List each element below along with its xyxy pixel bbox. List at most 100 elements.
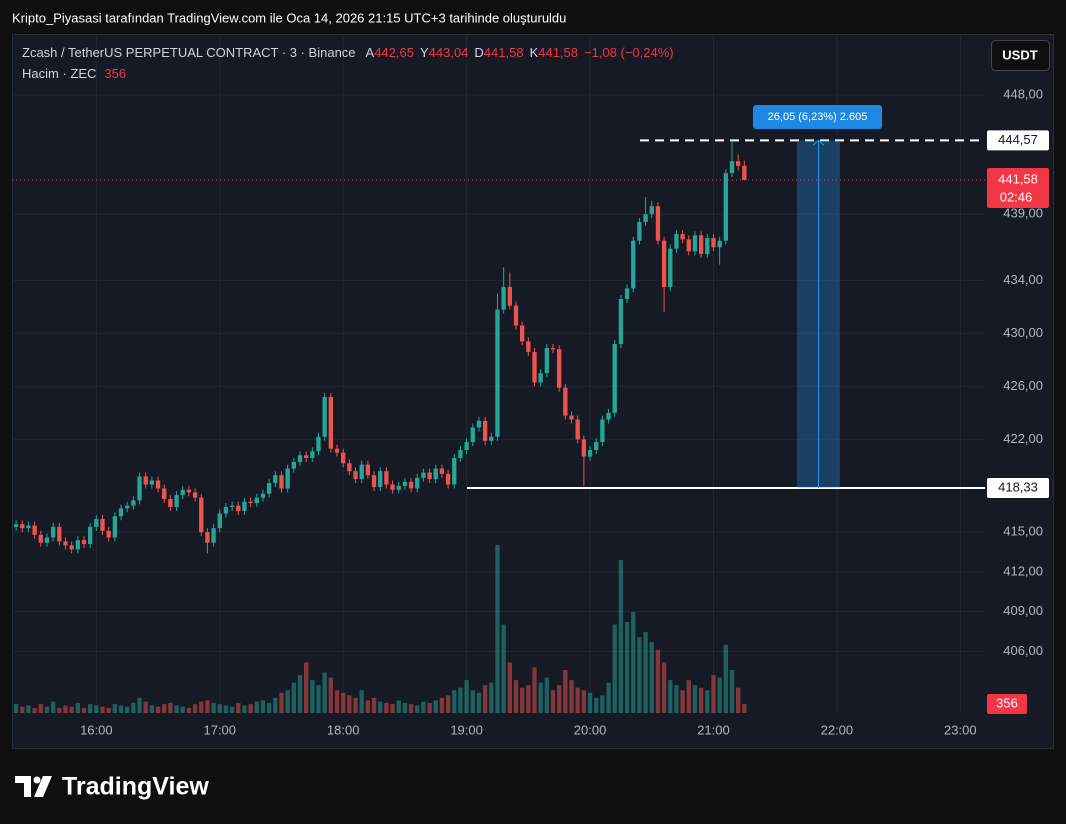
volume-bar xyxy=(507,662,512,713)
legend-change: −1,08 (−0,24%) xyxy=(584,45,674,60)
volume-bar xyxy=(680,690,685,713)
logo-dot xyxy=(33,776,41,784)
candle-body xyxy=(538,373,543,383)
volume-bar xyxy=(661,662,667,713)
volume-bar xyxy=(544,677,550,713)
volume-bar xyxy=(575,687,580,713)
candle-body xyxy=(439,468,445,474)
candle-body xyxy=(649,206,654,215)
candle-body xyxy=(519,325,525,342)
candle-body xyxy=(162,488,167,500)
candle-body xyxy=(618,298,624,345)
volume-bar xyxy=(310,680,315,713)
price-tag xyxy=(987,478,1049,499)
candle-body xyxy=(279,475,284,489)
volume-bar xyxy=(686,680,691,713)
candle-body xyxy=(341,452,346,464)
volume-bar xyxy=(205,700,210,713)
volume-bar xyxy=(458,687,463,713)
currency-label[interactable]: USDT xyxy=(1002,47,1037,62)
volume-bar xyxy=(20,706,25,713)
candle-body xyxy=(88,526,93,545)
candles xyxy=(13,140,747,554)
volume-bar xyxy=(427,702,432,713)
volume-bar xyxy=(248,704,253,713)
candle-body xyxy=(118,508,124,517)
candle-body xyxy=(112,516,118,538)
candle-body xyxy=(236,505,241,511)
volume-bar xyxy=(513,680,519,713)
candle-body xyxy=(643,214,648,223)
candle-body xyxy=(304,455,309,458)
candle-body xyxy=(192,492,198,498)
candle-body xyxy=(38,534,43,543)
volume-bar xyxy=(594,697,599,713)
candle-body xyxy=(291,461,296,469)
candle-body xyxy=(205,532,210,543)
volume-bar xyxy=(501,624,506,713)
volume-bar xyxy=(63,705,68,713)
volume-bar xyxy=(489,682,494,713)
volume-bar xyxy=(304,662,309,713)
volume-bar xyxy=(557,685,562,713)
candle-body xyxy=(285,468,290,489)
volume-bar xyxy=(341,692,346,713)
volume-bar xyxy=(390,704,395,713)
candle-body xyxy=(94,518,99,527)
candle-body xyxy=(248,501,253,504)
candle-body xyxy=(594,442,599,451)
y-tick-label: 422,00 xyxy=(1003,431,1043,446)
volume-bar xyxy=(106,707,111,713)
volume-layer xyxy=(13,544,747,713)
volume-bar xyxy=(322,672,327,713)
candle-body xyxy=(63,541,68,546)
candle-body xyxy=(581,439,587,457)
x-tick-label: 16:00 xyxy=(80,722,113,737)
volume-bar xyxy=(711,675,716,713)
volume-bar xyxy=(402,702,408,713)
candle-body xyxy=(415,477,420,489)
candle-body xyxy=(149,480,155,485)
candle-body xyxy=(174,495,179,507)
candle-body xyxy=(563,387,568,416)
volume-bar xyxy=(131,702,136,713)
volume-bar xyxy=(371,697,377,713)
candle-body xyxy=(470,427,475,443)
volume-bar xyxy=(705,690,710,713)
candle-body xyxy=(550,347,556,350)
pane xyxy=(12,34,1054,749)
symbol: Zcash / TetherUS PERPETUAL CONTRACT · 3 … xyxy=(22,45,356,60)
candle-body xyxy=(242,501,247,511)
measure-arrowhead xyxy=(812,139,825,146)
candle-body xyxy=(532,351,537,383)
candle-body xyxy=(81,540,87,545)
volume-bar xyxy=(168,702,173,713)
volume-bar xyxy=(75,702,80,713)
candle-body xyxy=(575,419,580,440)
volume-bar xyxy=(452,690,457,713)
candle-body xyxy=(482,420,488,441)
volume-bar xyxy=(482,685,488,713)
legend-value: 441,58 xyxy=(538,45,578,60)
candle-body xyxy=(544,347,550,374)
candle-body xyxy=(199,497,204,533)
volume-bar xyxy=(624,621,630,713)
volume-bar xyxy=(297,675,303,713)
caption: Kripto_Piyasasi tarafından TradingView.c… xyxy=(12,10,566,25)
volume-bar xyxy=(112,704,118,713)
currency-button[interactable] xyxy=(991,40,1050,71)
candle-body xyxy=(396,485,401,490)
volume-bar xyxy=(26,705,31,713)
legend-key: D xyxy=(474,45,483,60)
volume-bar xyxy=(408,704,414,713)
candle-body xyxy=(211,528,216,543)
candle-body xyxy=(427,472,432,480)
volume-bar xyxy=(100,706,105,713)
volume-bar xyxy=(125,706,130,713)
candle-body xyxy=(729,161,735,174)
candle-body xyxy=(254,497,259,504)
candle-body xyxy=(464,442,469,451)
volume-bar xyxy=(347,695,352,713)
x-tick-label: 20:00 xyxy=(574,722,607,737)
volume-bar xyxy=(538,682,543,713)
